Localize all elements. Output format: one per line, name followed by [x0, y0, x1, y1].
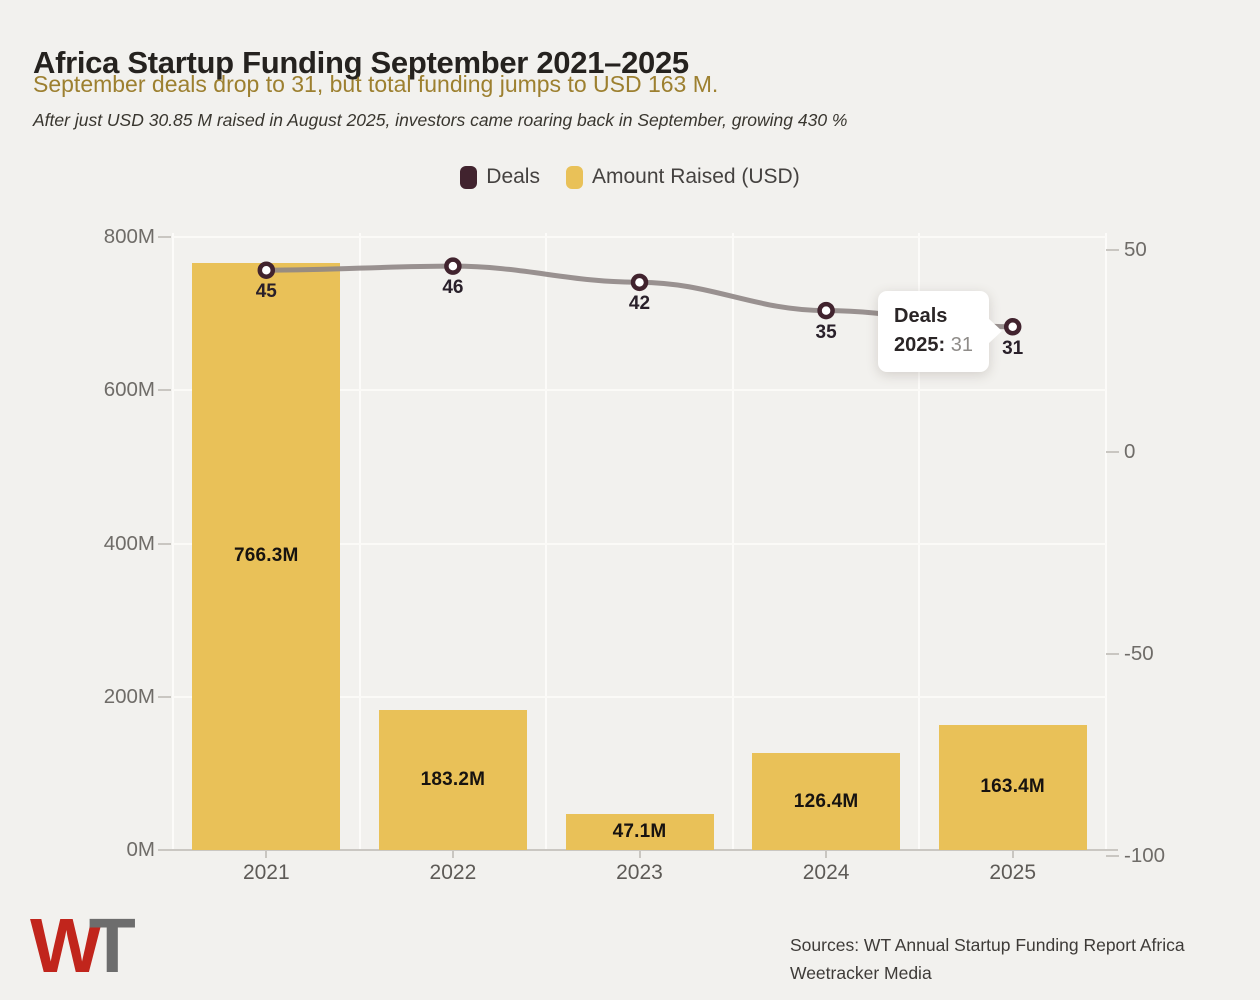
legend-label-amount-raised: Amount Raised (USD) — [591, 165, 800, 188]
y-axis-right-tick-label: -100 — [1124, 844, 1166, 867]
bar-value-label: 766.3M — [234, 545, 299, 567]
y-axis-right-tick-mark — [1106, 249, 1119, 251]
deals-point-label: 46 — [442, 277, 464, 299]
legend-item-deals[interactable]: Deals — [460, 165, 540, 189]
x-axis-label-2023: 2023 — [616, 861, 663, 884]
legend-item-amount-raised[interactable]: Amount Raised (USD) — [565, 165, 800, 189]
bar-2022[interactable]: 183.2M — [378, 709, 527, 850]
bar-2025[interactable]: 163.4M — [938, 724, 1087, 850]
page-subtitle: September deals drop to 31, but total fu… — [33, 71, 719, 97]
grid-line-vertical — [172, 233, 174, 850]
logo-letter-w: W — [30, 903, 103, 989]
y-axis-right-tick-label: 0 — [1124, 440, 1136, 463]
bar-value-label: 47.1M — [612, 820, 667, 842]
grid-line-vertical — [1105, 233, 1107, 850]
logo-letter-t: T — [88, 903, 136, 989]
annotation-note: After just USD 30.85 M raised in August … — [33, 110, 848, 130]
bar-2021[interactable]: 766.3M — [192, 262, 341, 850]
deals-point-2021[interactable] — [257, 261, 276, 279]
bar-value-label: 126.4M — [793, 790, 859, 812]
bar-value-label: 183.2M — [420, 768, 486, 790]
deals-point-2024[interactable] — [817, 301, 835, 320]
y-axis-right-tick-label: -50 — [1124, 642, 1154, 665]
y-axis-left-tick-label: 400M — [103, 531, 155, 555]
y-axis-left-tick-label: 0M — [126, 838, 155, 861]
y-axis-right-tick-mark — [1106, 451, 1119, 453]
deals-swatch-icon — [460, 165, 478, 189]
deals-point-label: 45 — [255, 281, 277, 303]
grid-line-vertical — [358, 233, 361, 850]
deals-point-label: 42 — [628, 293, 651, 315]
bar-2023[interactable]: 47.1M — [565, 813, 714, 850]
legend-label-deals: Deals — [486, 165, 540, 188]
grid-line-vertical — [545, 233, 548, 850]
y-axis-left-tick-label: 200M — [103, 684, 155, 708]
sources-text: Sources: WT Annual Startup Funding Repor… — [790, 931, 1185, 987]
y-axis-left-tick-mark — [158, 389, 171, 392]
grid-line-horizontal — [173, 236, 1106, 238]
y-axis-right-tick-label: 50 — [1124, 238, 1147, 261]
y-axis-left-tick-label: 800M — [103, 225, 155, 248]
deals-point-label: 31 — [1002, 337, 1024, 359]
x-axis-label-2022: 2022 — [429, 861, 477, 884]
y-axis-right-tick-mark — [1106, 653, 1119, 655]
tooltip-year: 2025: — [894, 334, 946, 356]
y-axis-left-tick-label: 600M — [103, 378, 155, 402]
deals-point-2023[interactable] — [630, 273, 649, 292]
amount-raised-swatch-icon — [565, 165, 583, 189]
bar-value-label: 163.4M — [980, 776, 1045, 798]
x-axis-label-2025: 2025 — [989, 861, 1037, 884]
grid-line-vertical — [918, 233, 921, 850]
page-title: Africa Startup Funding September 2021–20… — [33, 44, 689, 80]
grid-line-horizontal — [173, 695, 1106, 698]
x-axis-tick-mark — [825, 851, 828, 858]
grid-line-horizontal — [173, 542, 1106, 545]
tooltip-value: 31 — [950, 334, 973, 356]
y-axis-right-tick-mark — [1106, 855, 1119, 857]
deals-point-2025[interactable] — [1003, 318, 1022, 336]
deals-point-label: 35 — [815, 321, 837, 343]
x-axis-tick-mark — [1011, 851, 1014, 858]
tooltip-series-name: Deals — [894, 305, 948, 327]
x-axis-line — [158, 849, 1118, 851]
x-axis-label-2024: 2024 — [802, 861, 850, 884]
y-axis-left-tick-mark — [158, 542, 171, 545]
x-axis-label-2021: 2021 — [242, 861, 290, 884]
bar-2024[interactable]: 126.4M — [752, 753, 901, 850]
grid-line-horizontal — [173, 389, 1106, 392]
y-axis-left-tick-mark — [158, 236, 171, 238]
sources-line-1: Sources: WT Annual Startup Funding Repor… — [790, 935, 1185, 955]
grid-line-vertical — [731, 233, 734, 850]
chart-legend: Deals Amount Raised (USD) — [0, 165, 1260, 189]
sources-line-2: Weetracker Media — [790, 963, 932, 983]
x-axis-tick-mark — [638, 851, 641, 858]
chart-tooltip: Deals 2025: 31 — [878, 291, 1002, 372]
deals-point-2022[interactable] — [444, 257, 462, 275]
wt-logo: WT — [30, 908, 136, 985]
x-axis-tick-mark — [451, 851, 454, 858]
y-axis-left-tick-mark — [158, 695, 171, 698]
x-axis-tick-mark — [265, 851, 268, 858]
